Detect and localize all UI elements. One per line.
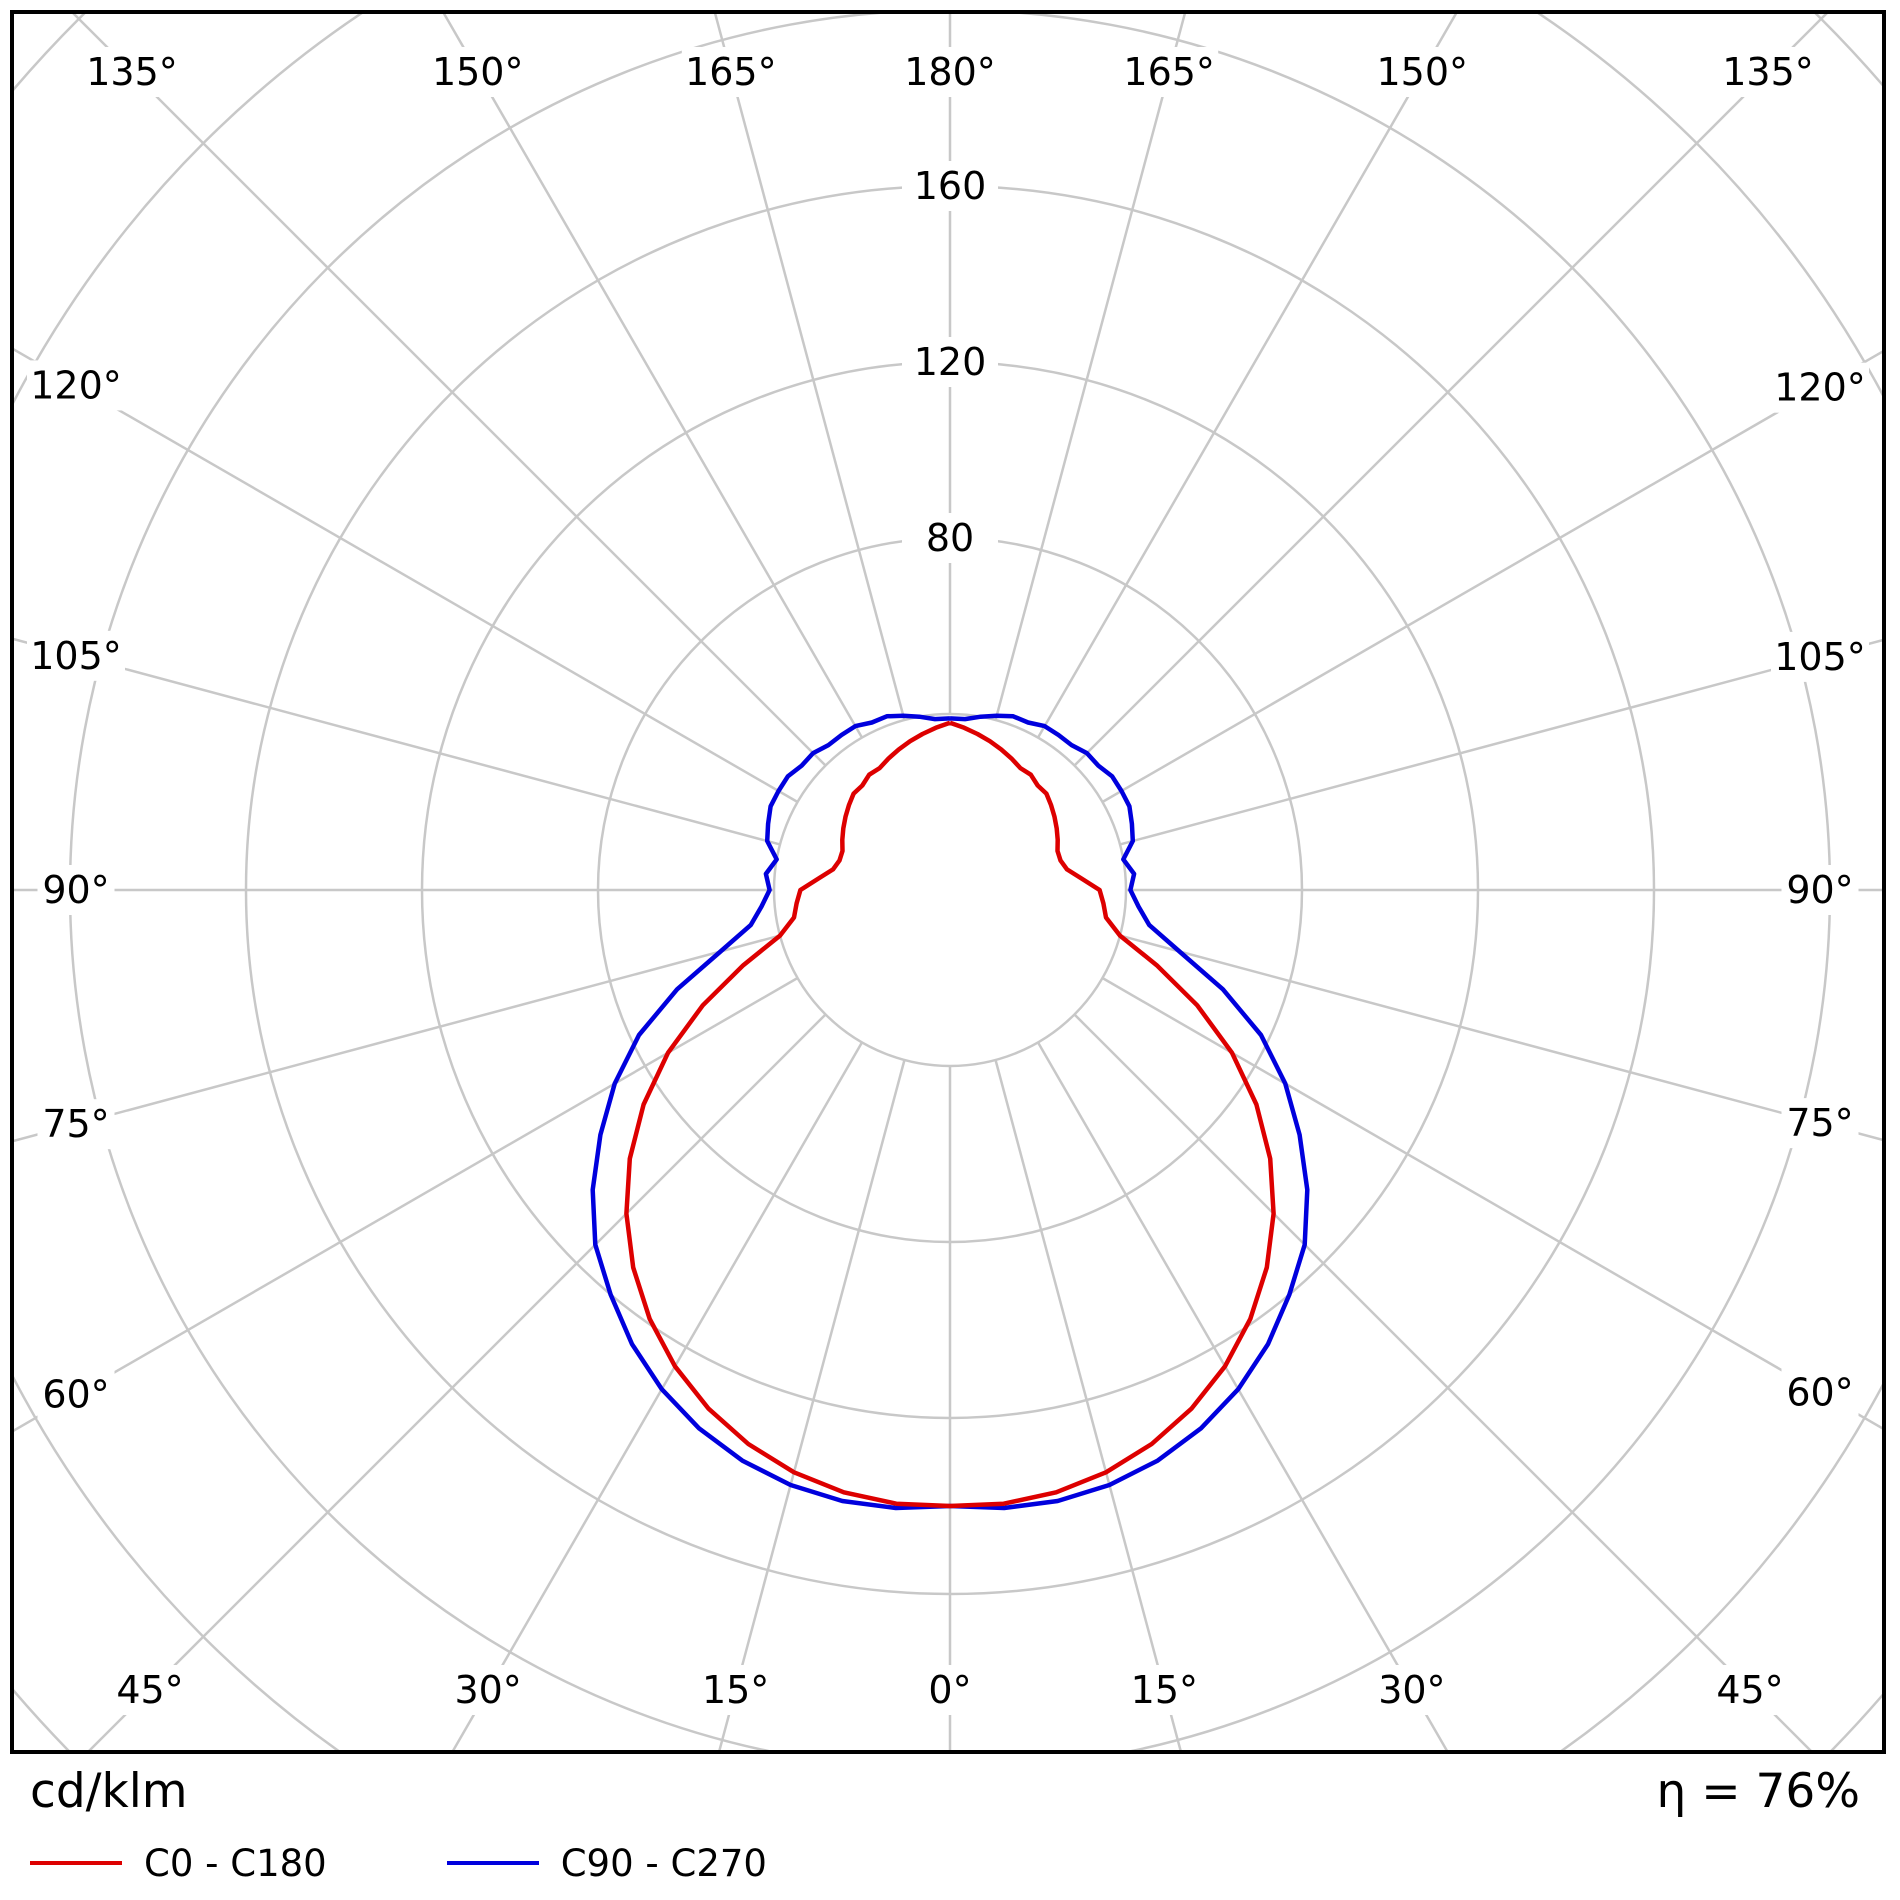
svg-text:60°: 60° bbox=[1786, 1370, 1853, 1414]
svg-text:90°: 90° bbox=[42, 868, 109, 912]
legend-label-c90-c270: C90 - C270 bbox=[560, 1841, 767, 1885]
svg-text:30°: 30° bbox=[454, 1668, 521, 1712]
svg-text:45°: 45° bbox=[116, 1668, 183, 1712]
svg-text:105°: 105° bbox=[30, 634, 122, 678]
svg-text:45°: 45° bbox=[1716, 1668, 1783, 1712]
svg-text:135°: 135° bbox=[1722, 50, 1814, 94]
c0-c180-line-icon bbox=[30, 1861, 122, 1866]
footer: cd/klm η = 76% C0 - C180 C90 - C270 bbox=[30, 1766, 1860, 1885]
unit-label: cd/klm bbox=[30, 1764, 188, 1819]
svg-text:60°: 60° bbox=[42, 1373, 109, 1417]
svg-text:15°: 15° bbox=[1131, 1668, 1198, 1712]
svg-text:0°: 0° bbox=[928, 1668, 971, 1712]
legend: C0 - C180 C90 - C270 bbox=[30, 1842, 1860, 1885]
svg-text:150°: 150° bbox=[1377, 50, 1469, 94]
svg-text:120°: 120° bbox=[30, 363, 122, 407]
svg-text:15°: 15° bbox=[702, 1668, 769, 1712]
legend-item-c0-c180: C0 - C180 bbox=[30, 1842, 327, 1885]
svg-text:80: 80 bbox=[926, 516, 974, 560]
svg-text:90°: 90° bbox=[1786, 868, 1853, 912]
polar-chart: 80 120 160 0° 15° 15° 30° 30° 45° 45° 60° 60° 75° 75°… bbox=[14, 14, 1882, 1750]
svg-text:165°: 165° bbox=[1123, 50, 1215, 94]
svg-text:165°: 165° bbox=[685, 50, 777, 94]
svg-text:30°: 30° bbox=[1378, 1668, 1445, 1712]
polar-chart-frame: 80 120 160 0° 15° 15° 30° 30° 45° 45° 60° 60° 75° 75°… bbox=[10, 10, 1886, 1754]
svg-text:75°: 75° bbox=[42, 1102, 109, 1146]
efficiency-value: η = 76% bbox=[1656, 1764, 1860, 1819]
legend-item-c90-c270: C90 - C270 bbox=[446, 1841, 767, 1885]
c90-c270-line-icon bbox=[446, 1861, 539, 1866]
svg-text:160: 160 bbox=[914, 164, 987, 208]
svg-text:120: 120 bbox=[914, 340, 987, 384]
legend-label-c0-c180: C0 - C180 bbox=[144, 1841, 327, 1885]
footer-row: cd/klm η = 76% bbox=[30, 1766, 1860, 1818]
svg-text:135°: 135° bbox=[86, 50, 178, 94]
svg-text:75°: 75° bbox=[1786, 1101, 1853, 1145]
svg-text:150°: 150° bbox=[432, 50, 524, 94]
svg-text:120°: 120° bbox=[1774, 366, 1866, 410]
svg-text:105°: 105° bbox=[1774, 635, 1866, 679]
svg-text:180°: 180° bbox=[904, 50, 996, 94]
